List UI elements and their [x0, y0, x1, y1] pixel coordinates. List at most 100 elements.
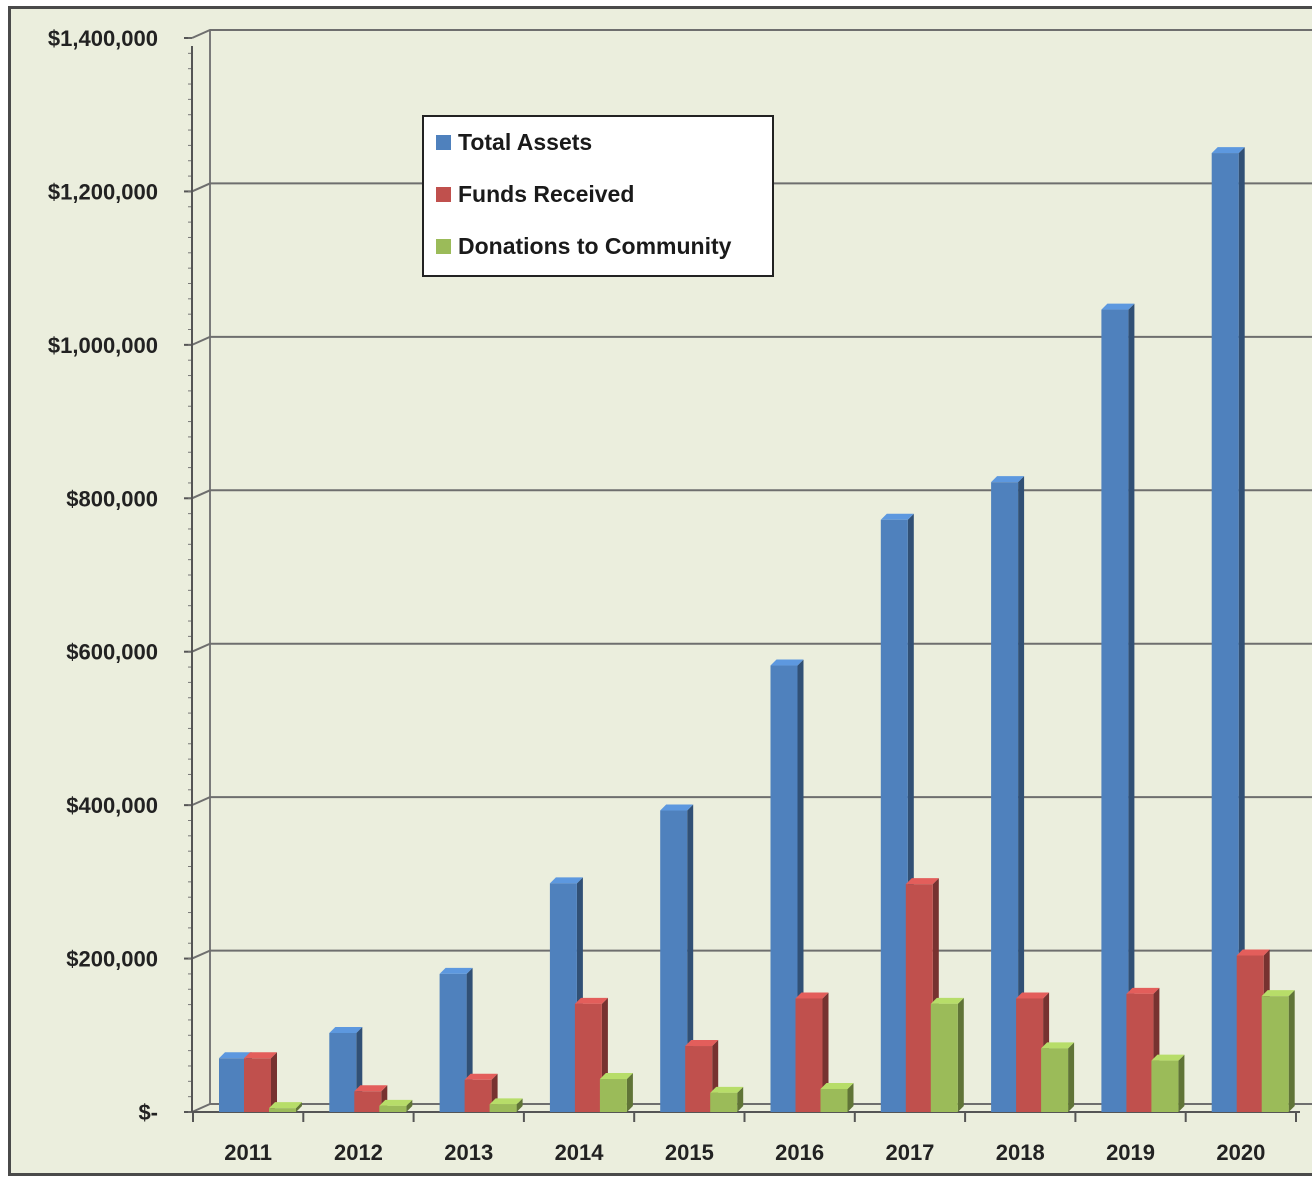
- bar-side: [957, 997, 964, 1112]
- bar-top: [354, 1085, 388, 1092]
- bar-top: [660, 804, 694, 811]
- bar-front: [549, 883, 577, 1112]
- y-tick-label: $800,000: [66, 486, 158, 511]
- bar-front: [770, 665, 798, 1112]
- bar-top: [685, 1040, 719, 1047]
- bar-front: [354, 1091, 382, 1112]
- bar-side: [1128, 303, 1135, 1112]
- y-tick-label: $600,000: [66, 640, 158, 665]
- y-tick-label: $400,000: [66, 793, 158, 818]
- bar-front: [685, 1046, 713, 1112]
- bar-front: [464, 1079, 492, 1112]
- bar-front: [905, 884, 933, 1112]
- bar-front: [660, 810, 688, 1112]
- y-tick-label: $1,000,000: [48, 333, 158, 358]
- bar-2020-2: [1261, 990, 1295, 1112]
- x-tick-label: 2015: [665, 1140, 714, 1165]
- bar-front: [820, 1088, 848, 1112]
- gridline: [191, 29, 1312, 39]
- bar-side: [1178, 1054, 1185, 1112]
- bar-top: [269, 1102, 302, 1109]
- bar-side: [737, 1086, 744, 1112]
- bar-2015-0: [660, 804, 694, 1112]
- bar-top: [905, 878, 939, 885]
- bar-top: [1261, 990, 1295, 997]
- bar-side: [847, 1082, 854, 1112]
- bar-2020-0: [1211, 147, 1245, 1113]
- bar-front: [880, 519, 908, 1112]
- bar-top: [1101, 303, 1135, 310]
- bar-front: [930, 1003, 958, 1112]
- bar-top: [795, 992, 829, 999]
- bar-top: [219, 1052, 252, 1059]
- bar-2017-1: [905, 878, 939, 1112]
- bar-top: [599, 1073, 633, 1080]
- bar-front: [599, 1079, 627, 1112]
- bar-side: [626, 1073, 633, 1112]
- bar-side: [516, 1098, 523, 1112]
- legend: Total Assets Funds Received Donations to…: [422, 115, 774, 277]
- bar-front: [439, 973, 467, 1112]
- bars: [219, 147, 1295, 1113]
- bar-2019-2: [1151, 1054, 1185, 1112]
- legend-label-1: Funds Received: [458, 181, 634, 207]
- x-tick-label: 2011: [224, 1140, 272, 1165]
- gridline: [191, 796, 1312, 807]
- bar-2013-2: [489, 1098, 523, 1112]
- bar-2018-2: [1041, 1042, 1075, 1112]
- x-tick-label: 2013: [444, 1140, 493, 1165]
- y-tick-label: $-: [138, 1100, 158, 1125]
- bar-top: [1126, 987, 1160, 994]
- x-tick-label: 2012: [334, 1140, 383, 1165]
- y-tick-label: $200,000: [66, 947, 158, 972]
- gridline: [191, 335, 1312, 346]
- legend-swatch-1: [436, 187, 451, 202]
- bar-top: [489, 1098, 523, 1105]
- legend-item-1: Funds Received: [436, 181, 634, 207]
- bar-front: [269, 1108, 296, 1112]
- bar-top: [1211, 147, 1245, 154]
- bar-top: [1236, 949, 1270, 956]
- bar-top: [1016, 992, 1050, 999]
- bar-side: [1068, 1042, 1075, 1112]
- bar-top: [329, 1026, 363, 1033]
- bar-2016-2: [820, 1082, 854, 1112]
- bar-2019-0: [1101, 303, 1135, 1112]
- bar-top: [574, 997, 608, 1004]
- gridline: [191, 489, 1312, 500]
- gridlines: [191, 29, 1312, 1113]
- bar-2017-0: [880, 513, 914, 1112]
- bar-front: [1041, 1048, 1069, 1112]
- bar-front: [795, 998, 823, 1112]
- bar-side: [406, 1099, 413, 1112]
- legend-box: [422, 115, 774, 277]
- bar-side: [687, 804, 694, 1112]
- x-tick-label: 2018: [996, 1140, 1045, 1165]
- bar-top: [930, 997, 964, 1004]
- bar-front: [379, 1105, 407, 1112]
- gridline: [191, 949, 1312, 960]
- bar-front: [1261, 996, 1289, 1112]
- bar-2013-1: [464, 1073, 498, 1112]
- bar-top: [439, 967, 473, 974]
- bar-top: [1151, 1054, 1185, 1061]
- bar-side: [1238, 147, 1245, 1113]
- x-tick-label: 2014: [555, 1140, 605, 1165]
- x-tick-label: 2016: [775, 1140, 824, 1165]
- bar-2017-2: [930, 997, 964, 1112]
- bar-2015-2: [710, 1086, 744, 1112]
- bar-2018-0: [991, 476, 1025, 1112]
- bar-front: [991, 482, 1019, 1112]
- bar-front: [710, 1092, 738, 1112]
- x-tick-label: 2017: [885, 1140, 934, 1165]
- bar-side: [1288, 990, 1295, 1112]
- y-tick-label: $1,400,000: [48, 26, 158, 51]
- gridline: [191, 642, 1312, 653]
- x-tick-label: 2019: [1106, 1140, 1155, 1165]
- bar-front: [219, 1058, 246, 1112]
- legend-swatch-2: [436, 239, 451, 254]
- legend-label-0: Total Assets: [458, 129, 592, 155]
- bar-top: [1041, 1042, 1075, 1049]
- bar-top: [710, 1086, 744, 1093]
